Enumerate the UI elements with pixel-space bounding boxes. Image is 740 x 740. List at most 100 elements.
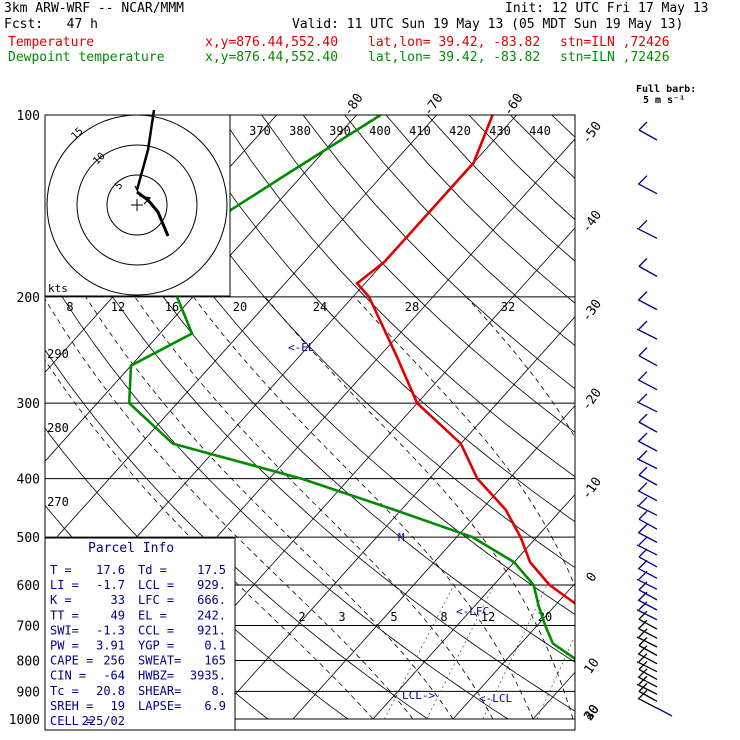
dry-adiabat [54, 115, 575, 663]
pressure-label-400: 400 [17, 473, 40, 488]
wind-barb-flag [638, 559, 648, 569]
parcel-value-2: 8. [212, 684, 226, 698]
wind-barb [638, 618, 658, 630]
theta-label: 390 [329, 124, 351, 138]
parcel-value-2: 6.9 [204, 699, 226, 713]
dry-adiabat [510, 115, 575, 179]
wind-barb-flag [638, 668, 648, 678]
pressure-label-800: 800 [17, 654, 40, 669]
parcel-key-2: LAPSE= [138, 699, 181, 713]
dry-adiabat [45, 182, 575, 712]
model-title: 3km ARW-WRF -- NCAR/MMM [4, 1, 185, 16]
parcel-key: CIN = [50, 669, 86, 683]
wind-barb-flag [638, 175, 648, 185]
moist-adiabat [45, 298, 414, 720]
theta-low-label: 270 [47, 495, 69, 509]
wind-barb-flag [638, 257, 648, 267]
wind-barb-flag [638, 570, 648, 580]
forecast-hour: Fcst: 47 h [4, 17, 98, 32]
parcel-key: SREH = [50, 699, 93, 713]
hodograph-ring [46, 114, 228, 296]
parcel-annotation: <-LFC [456, 605, 489, 618]
mixing-ratio-label: 24 [313, 300, 327, 314]
dry-adiabat [593, 115, 740, 719]
pressure-label-200: 200 [17, 291, 40, 306]
wind-barb-flag [638, 601, 648, 611]
moist-adiabat [465, 296, 575, 439]
hodograph-units: kts [48, 282, 68, 295]
wind-barb-flag [638, 682, 648, 692]
isotherm [372, 493, 575, 720]
parcel-key: K = [50, 593, 72, 607]
wind-barb-flag [638, 320, 648, 330]
parcel-key-2: SWEAT= [138, 654, 181, 668]
wind-barb [637, 531, 658, 543]
parcel-key: T = [50, 563, 72, 577]
theta-label: 420 [449, 124, 471, 138]
theta-label: 380 [289, 124, 311, 138]
parcel-key-2: SHEAR= [138, 684, 181, 698]
dewpoint-station: stn=ILN ,72426 [560, 50, 670, 65]
mixing-ratio-line [536, 635, 575, 720]
isotherm [292, 405, 575, 720]
wind-barb-flag [638, 637, 648, 646]
wind-barb [636, 227, 658, 239]
pressure-label-300: 300 [17, 397, 40, 412]
isotherm-label: 40 [581, 702, 602, 723]
theta-label: 440 [529, 124, 551, 138]
isotherm-label: 0 [584, 570, 601, 585]
mixing-ratio-label: 8 [66, 300, 73, 314]
wind-barb-flag [638, 523, 648, 533]
wind-barb [638, 421, 658, 433]
wind-barb-surface [656, 707, 673, 717]
dry-adiabat [551, 115, 575, 138]
isotherm-label: -20 [579, 386, 605, 414]
parcel-value: -64 [103, 669, 125, 683]
pressure-label-100: 100 [17, 109, 40, 124]
dry-adiabat [344, 115, 575, 347]
mixing-ratio-label-low: 12 [481, 610, 495, 624]
parcel-annotation: <-LCL [479, 692, 512, 705]
parcel-value: 33 [111, 593, 125, 607]
wind-barb [637, 379, 658, 391]
dry-adiabat [45, 268, 509, 720]
parcel-key: LI = [50, 578, 79, 592]
isotherm-label: 30 [581, 702, 602, 723]
parcel-value: 20.8 [96, 684, 125, 698]
wind-barb [637, 299, 658, 311]
dewpoint-legend: Dewpoint temperature [8, 50, 165, 65]
parcel-value: 19 [111, 699, 125, 713]
isotherm [45, 115, 437, 551]
wind-barb [637, 490, 658, 502]
pressure-label-500: 500 [17, 531, 40, 546]
dry-adiabat [302, 115, 575, 390]
isotherm-label: -40 [579, 208, 605, 236]
wind-barb-flag [638, 675, 648, 685]
mixing-ratio-label: 28 [405, 300, 419, 314]
parcel-value: -1.7 [96, 578, 125, 592]
isotherm [532, 671, 575, 720]
wind-barb [637, 183, 658, 195]
wind-barb-flag [638, 466, 648, 476]
wind-barb [638, 129, 658, 141]
dry-adiabat [718, 115, 740, 719]
wind-barb-flag [638, 619, 648, 629]
parcel-key: Tc = [50, 684, 79, 698]
moist-adiabat [354, 296, 575, 588]
init-time: Init: 12 UTC Fri 17 May 13 [505, 1, 709, 16]
dry-adiabat [427, 115, 575, 262]
wind-barb [636, 636, 658, 648]
parcel-value-2: 666. [197, 593, 226, 607]
parcel-value: -1.3 [96, 623, 125, 637]
parcel-value-2: 242. [197, 608, 226, 622]
isotherm-label: 20 [581, 702, 602, 723]
wind-barb [637, 676, 658, 688]
mixing-ratio-line [713, 585, 740, 719]
parcel-key-2: YGP = [138, 639, 174, 653]
dry-adiabat [137, 115, 575, 569]
wind-barb-flag [638, 291, 648, 301]
wind-barb-flag [638, 496, 648, 506]
parcel-value-2: 0.1 [204, 639, 226, 653]
moist-adiabat [264, 296, 574, 720]
plot-frame [44, 114, 576, 731]
